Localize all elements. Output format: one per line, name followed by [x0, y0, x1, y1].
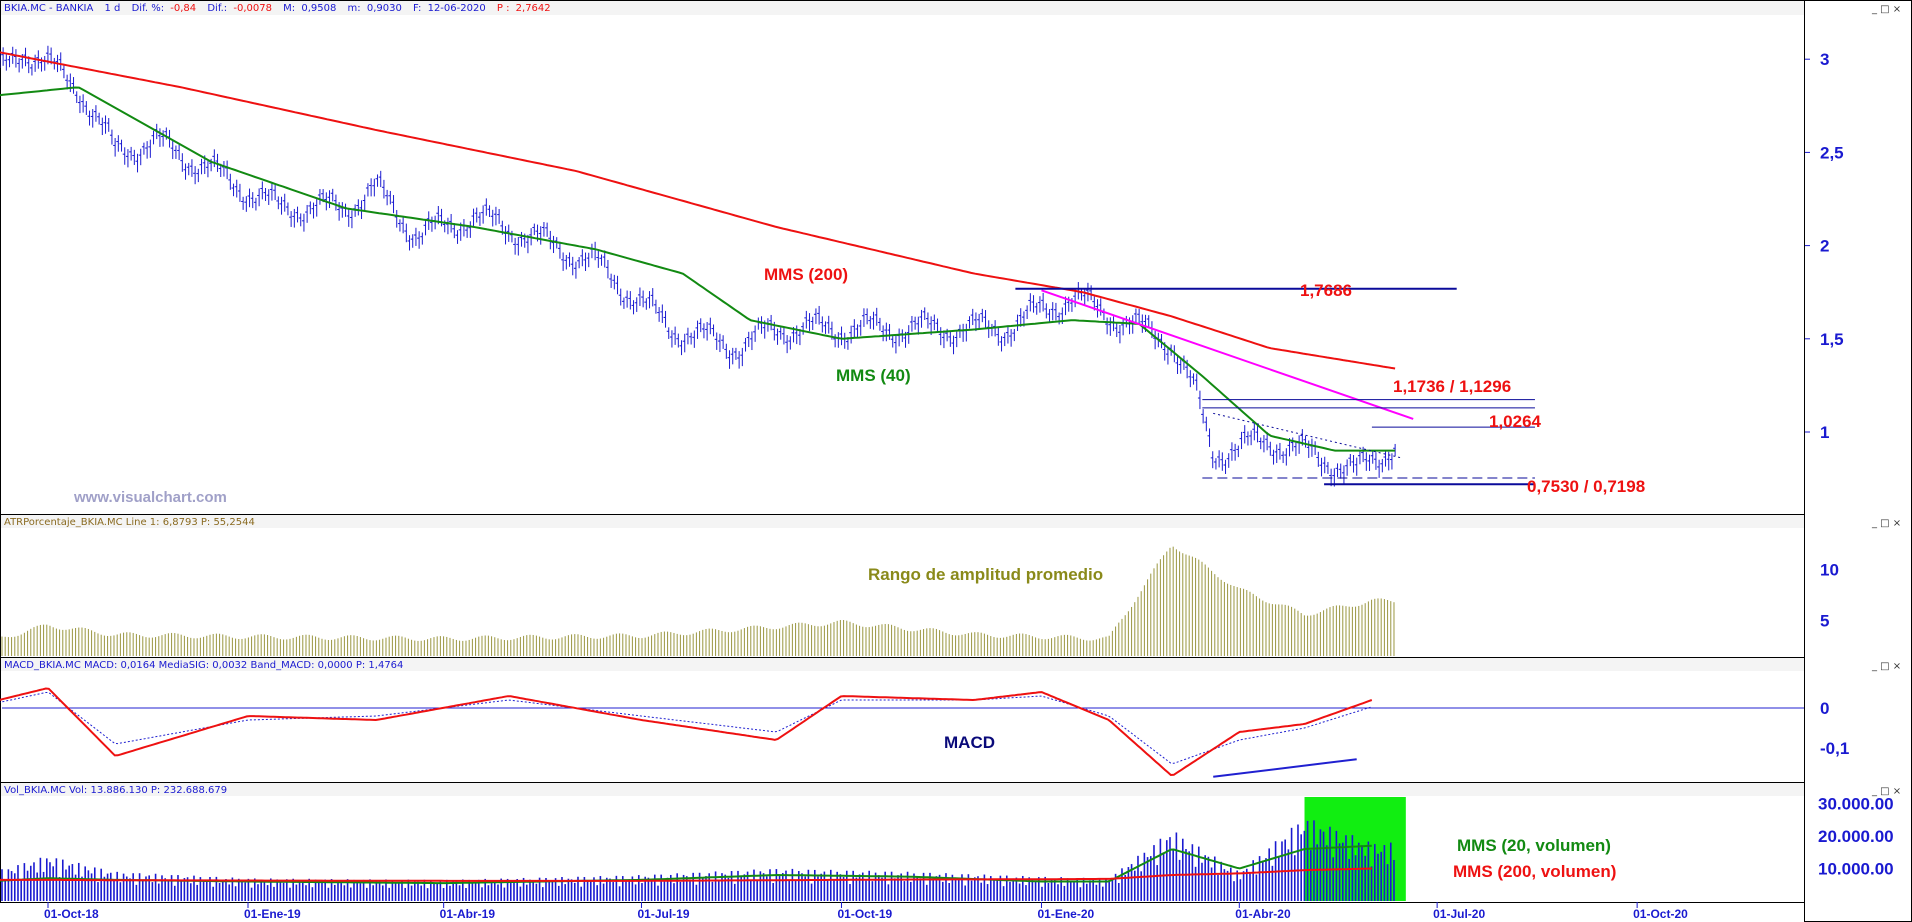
macd-title: MACD — [944, 733, 995, 752]
vol-mms200-line — [0, 867, 1372, 882]
p-value: 2,7642 — [516, 3, 551, 14]
volume-plot — [0, 797, 1406, 901]
instrument-title: BKIA.MC - BANKIA — [4, 3, 93, 14]
x-tick-label: 01-Abr-19 — [440, 907, 496, 921]
price-plot — [0, 45, 1535, 487]
vol-mms20-label: MMS (20, volumen) — [1457, 836, 1611, 855]
max-value: 0,9508 — [301, 3, 336, 14]
min-value: 0,9030 — [367, 3, 402, 14]
atr-header-text: ATRPorcentaje_BKIA.MC Line 1: 6,8793 P: … — [4, 517, 255, 528]
watermark: www.visualchart.com — [73, 489, 227, 506]
svg-text:BKIA.MC - BANKIA 1 d: BKIA.MC - BANKIA 1 d Dif. %: -0,84 Dif.:… — [4, 3, 551, 14]
downtrend-line — [1041, 289, 1414, 420]
mms200-line — [0, 51, 1396, 370]
x-tick-label: 01-Oct-18 — [44, 907, 99, 921]
level-1-0264-label: 1,0264 — [1489, 412, 1542, 431]
level-1-7686-label: 1,7686 — [1300, 281, 1352, 300]
price-bars — [0, 45, 1396, 487]
x-tick-label: 01-Oct-19 — [837, 907, 892, 921]
vol-mms200-label: MMS (200, volumen) — [1453, 862, 1616, 881]
date-label: F: — [413, 3, 421, 14]
macd-divergence-line — [1213, 758, 1357, 778]
atr-y-tick-label: 5 — [1820, 611, 1829, 630]
mms40-label: MMS (40) — [836, 366, 911, 385]
mms40-line — [0, 86, 1396, 452]
x-tick-label: 01-Ene-19 — [244, 907, 301, 921]
date-value: 12-06-2020 — [428, 3, 486, 14]
volume-header-text: Vol_BKIA.MC Vol: 13.886.130 P: 232.688.6… — [4, 785, 227, 796]
x-tick-label: 01-Oct-20 — [1633, 907, 1688, 921]
macd-signal-line — [0, 691, 1372, 764]
axes: 3 2,5 2 1,5 1 10 5 0 -0,1 30.000.00 20.000.00 10.00… — [44, 50, 1894, 921]
price-window-controls[interactable]: _ □ × — [1871, 4, 1901, 15]
volume-header: Vol_BKIA.MC Vol: 13.886.130 P: 232.688.6… — [1, 783, 1804, 796]
min-label: m: — [348, 3, 361, 14]
macd-header: MACD_BKIA.MC MACD: 0,0164 MediaSIG: 0,00… — [1, 658, 1804, 671]
x-tick-label: 01-Abr-20 — [1235, 907, 1291, 921]
atr-title: Rango de amplitud promedio — [868, 565, 1103, 584]
timeframe: 1 d — [105, 3, 121, 14]
x-tick-label: 01-Jul-19 — [637, 907, 689, 921]
macd-y-tick-label: -0,1 — [1820, 739, 1849, 758]
macd-panel — [0, 657, 1805, 783]
volume-window-controls[interactable]: _ □ × — [1871, 786, 1901, 797]
price-y-tick-label: 1,5 — [1820, 330, 1844, 349]
atr-y-tick-label: 10 — [1820, 560, 1839, 579]
price-y-tick-label: 1 — [1820, 423, 1829, 442]
dif-value: -0,0078 — [233, 3, 272, 14]
atr-header: ATRPorcentaje_BKIA.MC Line 1: 6,8793 P: … — [1, 515, 1804, 528]
volume-y-tick-label: 20.000.00 — [1818, 827, 1894, 846]
level-1-1736-label: 1,1736 / 1,1296 — [1393, 377, 1511, 396]
macd-header-text: MACD_BKIA.MC MACD: 0,0164 MediaSIG: 0,00… — [4, 660, 403, 671]
wedge-upper-line — [1213, 412, 1403, 459]
x-tick-label: 01-Jul-20 — [1433, 907, 1485, 921]
price-y-tick-label: 2 — [1820, 237, 1829, 256]
macd-plot — [0, 687, 1804, 778]
volume-y-tick-label: 10.000.00 — [1818, 860, 1894, 879]
max-label: M: — [283, 3, 295, 14]
atr-plot — [1, 546, 1395, 656]
mms200-label: MMS (200) — [764, 265, 848, 284]
p-label: P : — [497, 3, 510, 14]
macd-y-tick-label: 0 — [1820, 699, 1829, 718]
dif-pct-label: Dif. %: — [132, 3, 165, 14]
macd-window-controls[interactable]: _ □ × — [1871, 661, 1901, 672]
atr-window-controls[interactable]: _ □ × — [1871, 518, 1901, 529]
x-tick-label: 01-Ene-20 — [1037, 907, 1094, 921]
price-y-tick-label: 2,5 — [1820, 143, 1844, 162]
dif-pct-value: -0,84 — [170, 3, 196, 14]
level-0-7530-label: 0,7530 / 0,7198 — [1527, 477, 1645, 496]
volume-y-tick-label: 30.000.00 — [1818, 795, 1894, 814]
macd-line — [0, 687, 1373, 777]
price-y-tick-label: 3 — [1820, 50, 1829, 69]
right-axis-area — [1804, 0, 1912, 922]
dif-label: Dif.: — [207, 3, 227, 14]
price-header: BKIA.MC - BANKIA 1 d Dif. %: -0,84 Dif.:… — [1, 1, 1804, 15]
